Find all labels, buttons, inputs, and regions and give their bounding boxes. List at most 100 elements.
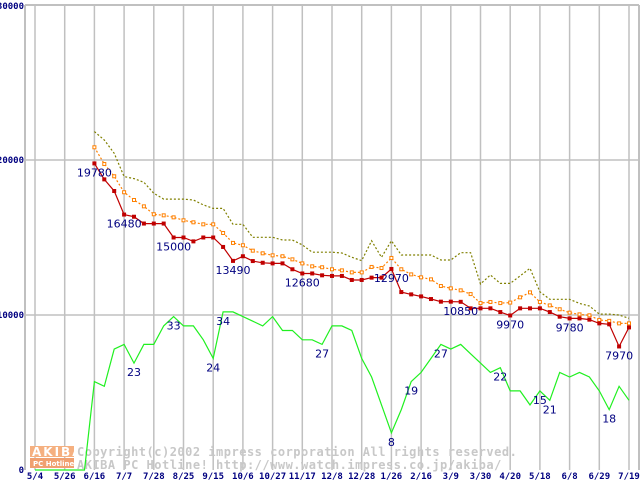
data-label: 21 — [543, 403, 557, 416]
avg_price-point — [419, 275, 424, 280]
data-label: 16480 — [107, 218, 142, 231]
min_price-point — [547, 310, 552, 315]
x-tick-label: 6/8 — [561, 472, 577, 480]
min_price-point — [379, 275, 384, 280]
avg_price-point — [260, 251, 265, 256]
avg_price-point — [112, 174, 117, 179]
avg_price-point — [587, 313, 592, 318]
data-label: 19 — [404, 385, 418, 398]
data-label: 33 — [167, 320, 181, 333]
avg_price-point — [547, 303, 552, 308]
data-label: 10850 — [443, 305, 478, 318]
avg_price-point — [300, 261, 305, 266]
min_price-point — [587, 317, 592, 322]
min_price-point — [250, 259, 255, 264]
data-label: 9970 — [496, 318, 524, 331]
avg_price-point — [161, 213, 166, 218]
avg_price-point — [280, 254, 285, 259]
avg_price-point — [151, 212, 156, 217]
min_price-point — [528, 306, 532, 311]
y-tick-label: 30000 — [0, 2, 24, 12]
min_price-point — [607, 322, 612, 327]
min_price-point — [468, 306, 473, 311]
x-tick-label: 12/8 — [321, 472, 343, 480]
min_price-point — [577, 316, 582, 321]
max_price-line — [94, 131, 630, 319]
logo-bottom-bg — [30, 458, 74, 468]
avg_price-point — [92, 145, 97, 150]
avg_price-point — [607, 318, 612, 323]
min_price-point — [102, 177, 107, 182]
data-labels: 19780 16480 15000 13490 12680 12970 10850 9970 9… — [77, 166, 633, 448]
avg_price-point — [458, 288, 463, 293]
data-label: 24 — [206, 361, 220, 374]
data-label: 27 — [434, 347, 448, 360]
logo-top-text: AKIBA — [32, 445, 83, 459]
avg_price-point — [240, 243, 245, 248]
min_price-point — [240, 254, 245, 259]
x-tick-label: 3/30 — [470, 472, 492, 480]
x-tick-label: 6/29 — [588, 472, 610, 480]
logo-top-bg — [30, 446, 74, 457]
min_price-point — [132, 214, 136, 219]
min_price-point — [508, 313, 513, 318]
y-tick-label: 20000 — [0, 156, 24, 166]
avg_price-point — [369, 264, 374, 269]
min_price-point — [567, 316, 572, 321]
x-tick-label: 1/26 — [381, 472, 403, 480]
watermark: AKIBA PC Hotline! Copyright(c)2002 impre… — [30, 445, 517, 472]
min_price-point — [617, 344, 622, 349]
data-label: 15 — [533, 394, 547, 407]
x-tick-label: 10/27 — [259, 472, 286, 480]
min_price-point — [112, 189, 117, 193]
min_price-point — [369, 275, 374, 280]
series — [35, 131, 631, 471]
data-label: 23 — [127, 366, 141, 379]
min_price-point — [191, 239, 196, 244]
avg_price-point — [399, 267, 404, 272]
avg_price-point — [429, 277, 433, 282]
data-label: 12970 — [374, 272, 409, 285]
avg_price-point — [122, 190, 127, 195]
avg_price-point — [498, 301, 503, 306]
avg_price-point — [231, 240, 235, 245]
data-label: 13490 — [216, 264, 251, 277]
avg_price-point — [171, 215, 176, 220]
min_price-point — [359, 277, 364, 282]
site-url-text: AKIBA PC Hotline! http://www.watch.impre… — [77, 458, 502, 472]
min_price-point — [92, 161, 97, 166]
min_price-point — [389, 266, 394, 271]
data-label: 27 — [315, 347, 329, 360]
min_price-point — [231, 258, 235, 263]
x-tick-label: 9/15 — [202, 472, 224, 480]
copyright-text: Copyright(c)2002 impress corporation All… — [77, 445, 517, 459]
avg_price-point — [488, 299, 493, 304]
data-label: 19780 — [77, 166, 112, 179]
avg_price-point — [339, 268, 344, 273]
min_price-point — [280, 261, 285, 266]
min_price-point — [399, 290, 404, 295]
x-tick-label: 2/16 — [410, 472, 432, 480]
avg_price-point — [320, 265, 325, 270]
avg_price-point — [191, 220, 196, 225]
x-tick-label: 7/7 — [116, 472, 132, 480]
min_price-point — [597, 321, 602, 326]
min_price-point — [270, 261, 275, 266]
avg_price-point — [448, 286, 453, 291]
min_price-point — [627, 325, 631, 330]
data-label: 34 — [216, 315, 230, 328]
avg_price-point — [627, 321, 631, 326]
logo-bottom-text: PC Hotline! — [33, 460, 77, 468]
x-tick-label: 6/16 — [84, 472, 106, 480]
min_price-point — [141, 221, 146, 226]
avg_price-point — [597, 317, 602, 322]
min_price-point — [260, 260, 265, 265]
min_price-point — [339, 273, 344, 278]
avg_price-point — [528, 290, 532, 295]
min_price-point — [300, 271, 305, 276]
x-tick-label: 10/6 — [232, 472, 254, 480]
min_price-point — [458, 299, 463, 304]
y-tick-label: 0 — [19, 466, 24, 476]
